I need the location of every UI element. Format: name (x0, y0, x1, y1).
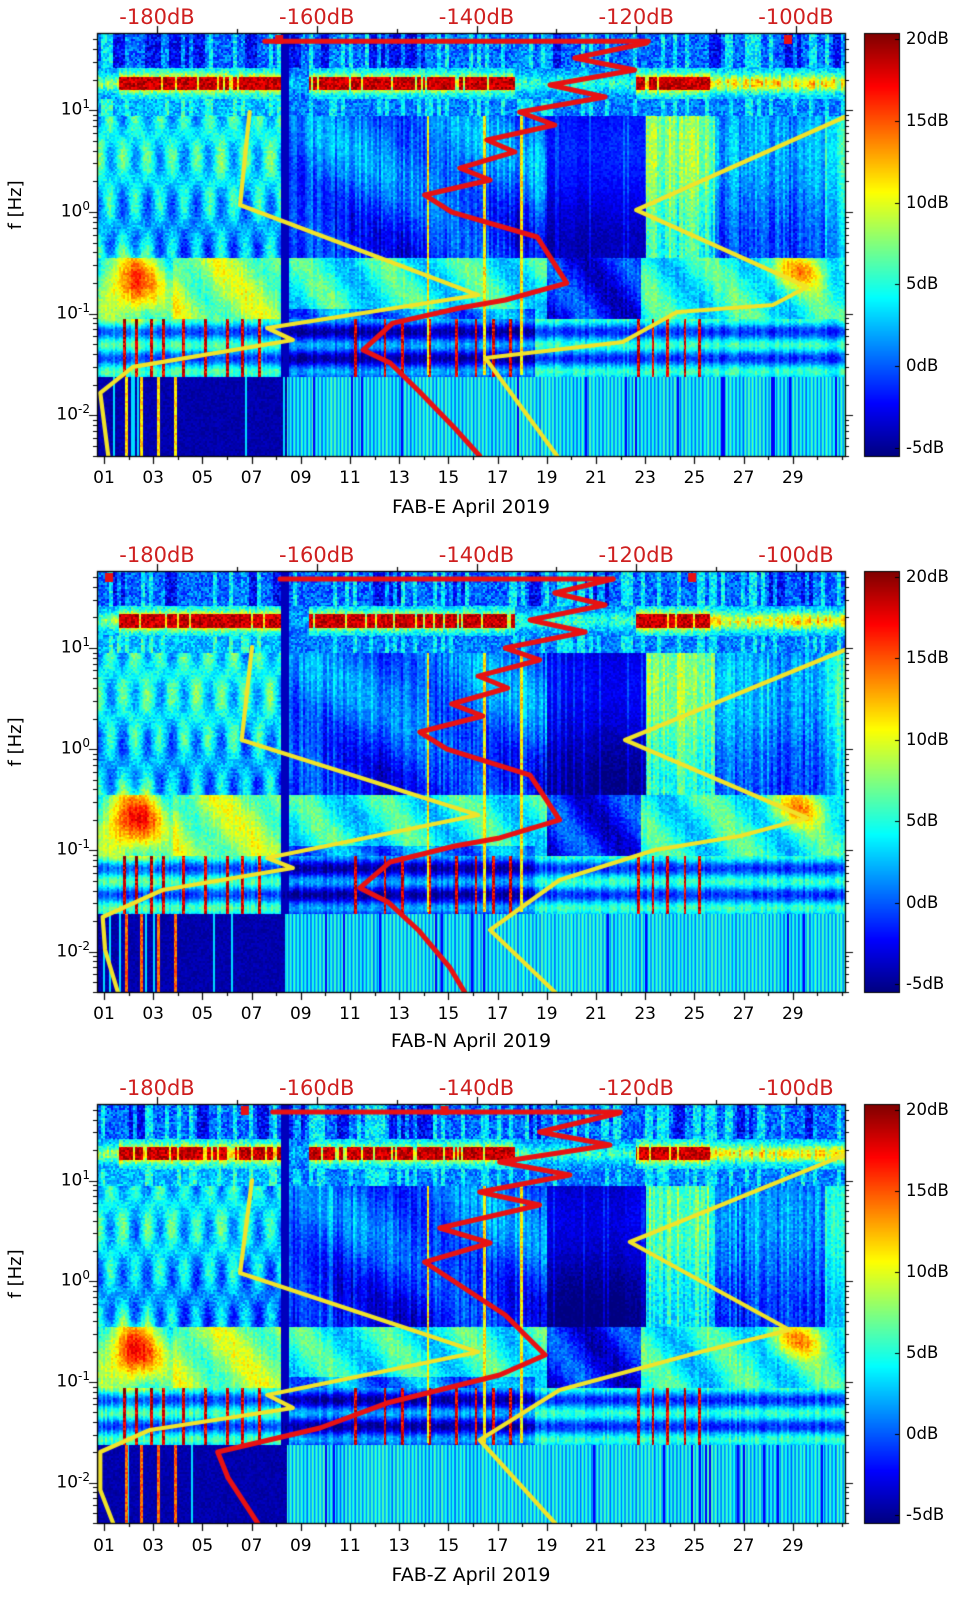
top-axis-db-label: -100dB (758, 5, 834, 29)
x-tick-label: 03 (142, 1004, 165, 1024)
y-tick-label: 100 (60, 199, 90, 222)
top-axis-db-label: -160dB (279, 5, 355, 29)
x-tick-label: 27 (732, 468, 755, 488)
x-tick-label: 27 (732, 1536, 755, 1556)
y-tick-label: 101 (60, 1168, 90, 1191)
x-tick-label: 05 (191, 468, 214, 488)
colorbar-tick-label: 5dB (906, 810, 939, 830)
y-tick-label: 101 (60, 635, 90, 658)
x-tick-label: 11 (339, 1004, 361, 1024)
top-axis-db-label: -100dB (758, 543, 834, 567)
top-axis-db-label: -100dB (758, 1076, 834, 1100)
x-tick-label: 07 (240, 468, 263, 488)
colorbar-tick-label: 10dB (906, 1261, 949, 1281)
x-tick-label: 03 (142, 468, 165, 488)
y-tick-label: 10-1 (56, 301, 90, 324)
colorbar-tick-label: 20dB (906, 28, 949, 48)
colorbar-tick-label: 0dB (906, 1423, 939, 1443)
panel-title: FAB-E April 2019 (392, 496, 550, 518)
x-tick-label: 25 (683, 468, 706, 488)
x-tick-label: 07 (240, 1004, 263, 1024)
colorbar-tick-label: 15dB (906, 647, 949, 667)
x-tick-label: 21 (585, 468, 607, 488)
x-tick-label: 27 (732, 1004, 755, 1024)
colorbar-tick-label: 0dB (906, 355, 939, 375)
x-tick-label: 05 (191, 1004, 214, 1024)
x-tick-label: 15 (437, 1536, 460, 1556)
y-tick-label: 10-2 (56, 402, 90, 425)
y-axis-label: f [Hz] (5, 717, 26, 767)
colorbar-tick-label: 10dB (906, 729, 949, 749)
x-tick-label: 19 (535, 1004, 558, 1024)
x-tick-label: 13 (388, 1536, 411, 1556)
colorbar-tick-label: 20dB (906, 1099, 949, 1119)
y-tick-label: 100 (60, 736, 90, 759)
x-tick-label: 19 (535, 468, 558, 488)
x-tick-label: 21 (585, 1004, 607, 1024)
colorbar-tick-label: -5dB (906, 973, 945, 993)
x-tick-label: 13 (388, 1004, 411, 1024)
top-axis-db-label: -120dB (598, 1076, 674, 1100)
colorbar-tick-label: 0dB (906, 892, 939, 912)
top-axis-db-label: -180dB (119, 543, 195, 567)
x-tick-label: 15 (437, 1004, 460, 1024)
colorbar-tick-label: 15dB (906, 110, 949, 130)
x-tick-label: 29 (781, 1536, 804, 1556)
top-axis-db-label: -180dB (119, 5, 195, 29)
x-tick-label: 05 (191, 1536, 214, 1556)
top-axis-db-label: -120dB (598, 5, 674, 29)
top-axis-db-label: -140dB (438, 543, 515, 567)
x-tick-label: 09 (289, 1536, 312, 1556)
x-tick-label: 25 (683, 1536, 706, 1556)
x-tick-label: 23 (634, 468, 657, 488)
x-tick-label: 19 (535, 1536, 558, 1556)
y-tick-label: 101 (60, 97, 90, 120)
x-tick-label: 29 (781, 1004, 804, 1024)
top-axis-db-label: -160dB (279, 543, 355, 567)
x-tick-label: 23 (634, 1536, 657, 1556)
x-tick-label: 17 (486, 468, 509, 488)
x-tick-label: 21 (585, 1536, 607, 1556)
x-tick-label: 03 (142, 1536, 165, 1556)
x-tick-label: 17 (486, 1004, 509, 1024)
x-tick-label: 15 (437, 468, 460, 488)
y-tick-label: 100 (60, 1268, 90, 1291)
top-axis-db-label: -160dB (279, 1076, 355, 1100)
panel-title: FAB-Z April 2019 (391, 1564, 551, 1586)
x-tick-label: 01 (93, 1536, 115, 1556)
y-tick-label: 10-2 (56, 939, 90, 962)
x-tick-label: 17 (486, 1536, 509, 1556)
colorbar-tick-label: 15dB (906, 1180, 949, 1200)
y-tick-label: 10-1 (56, 1369, 90, 1392)
y-axis-label: f [Hz] (5, 1249, 26, 1299)
x-tick-label: 11 (339, 468, 361, 488)
top-axis-db-label: -140dB (438, 5, 515, 29)
x-tick-label: 01 (93, 468, 115, 488)
x-tick-label: 09 (289, 468, 312, 488)
colorbar-tick-label: -5dB (906, 437, 945, 457)
x-tick-label: 11 (339, 1536, 361, 1556)
y-tick-label: 10-2 (56, 1470, 90, 1493)
colorbar-tick-label: 20dB (906, 566, 949, 586)
x-tick-label: 01 (93, 1004, 115, 1024)
x-tick-label: 13 (388, 468, 411, 488)
top-axis-db-label: -180dB (119, 1076, 195, 1100)
colorbar-tick-label: 10dB (906, 192, 949, 212)
x-tick-label: 23 (634, 1004, 657, 1024)
panel-title: FAB-N April 2019 (390, 1030, 552, 1052)
y-axis-label: f [Hz] (5, 180, 26, 230)
x-tick-label: 25 (683, 1004, 706, 1024)
x-tick-label: 29 (781, 468, 804, 488)
x-tick-label: 07 (240, 1536, 263, 1556)
top-axis-db-label: -120dB (598, 543, 674, 567)
top-axis-db-label: -140dB (438, 1076, 515, 1100)
colorbar-tick-label: -5dB (906, 1504, 945, 1524)
colorbar-tick-label: 5dB (906, 273, 939, 293)
x-tick-label: 09 (289, 1004, 312, 1024)
y-tick-label: 10-1 (56, 837, 90, 860)
colorbar-tick-label: 5dB (906, 1342, 939, 1362)
